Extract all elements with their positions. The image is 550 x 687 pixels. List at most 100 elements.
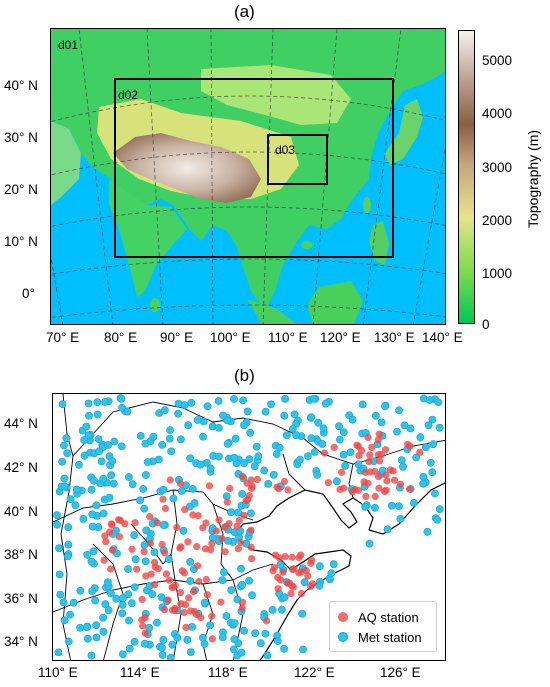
met-station-marker	[157, 593, 166, 602]
aq-station-marker	[151, 581, 159, 589]
met-station-marker	[82, 623, 91, 631]
panel-b-y-tick: 34° N	[4, 634, 38, 649]
met-station-marker	[82, 422, 91, 431]
aq-station-marker	[142, 572, 150, 580]
aq-station-marker	[416, 448, 424, 456]
met-station-marker	[280, 411, 289, 420]
met-station-marker	[180, 401, 189, 410]
panel-a-y-tick: 0°	[22, 286, 35, 301]
aq-station-marker	[146, 539, 154, 547]
aq-station-marker	[365, 458, 373, 466]
aq-station-marker	[187, 607, 195, 615]
aq-station-marker	[140, 548, 148, 556]
panel-a-x-tick: 90° E	[160, 330, 194, 345]
met-station-marker	[99, 509, 108, 518]
aq-station-marker	[374, 436, 382, 444]
aq-station-marker	[284, 486, 292, 494]
met-station-marker	[335, 422, 343, 431]
met-station-marker	[237, 648, 246, 657]
met-station-marker	[64, 523, 73, 532]
met-station-marker	[300, 578, 309, 587]
met-station-marker	[219, 411, 227, 420]
aq-station-marker	[141, 629, 149, 637]
aq-station-marker	[106, 565, 115, 573]
met-station-marker	[148, 590, 157, 599]
met-station-marker	[169, 494, 178, 503]
aq-station-marker	[275, 554, 284, 562]
borneo	[307, 281, 363, 324]
met-station-marker	[416, 433, 425, 442]
met-station-marker	[87, 557, 96, 566]
met-station-marker	[310, 448, 319, 456]
aq-station-marker	[212, 527, 221, 535]
aq-station-marker	[382, 471, 390, 479]
met-station-marker	[246, 428, 255, 437]
aq-station-marker	[202, 575, 210, 584]
aq-station-marker	[336, 485, 344, 493]
legend: AQ station Met station	[329, 601, 437, 652]
aq-station-marker	[205, 482, 214, 490]
met-station-marker	[186, 454, 195, 463]
legend-row-aq: AQ station	[338, 607, 428, 627]
met-station-marker	[214, 397, 223, 405]
met-station-marker	[90, 476, 98, 485]
met-station-marker	[107, 589, 115, 598]
panel-b-x-tick: 122° E	[294, 665, 335, 680]
aq-station-marker	[106, 528, 114, 536]
met-station-marker	[167, 447, 175, 456]
met-station-marker	[397, 456, 406, 464]
aq-station-marker	[353, 441, 361, 449]
aq-station-marker	[208, 612, 216, 620]
met-station-marker	[92, 621, 100, 630]
met-station-marker	[69, 598, 78, 607]
aq-station-marker	[161, 549, 169, 557]
met-station-marker	[395, 406, 403, 415]
met-station-marker	[118, 403, 126, 412]
met-station-marker	[107, 471, 115, 480]
domain-d02-box	[114, 78, 394, 258]
met-station-marker	[223, 416, 232, 425]
colorbar-tick: 1000	[482, 266, 513, 281]
met-station-marker	[92, 501, 101, 510]
met-station-marker	[243, 407, 252, 416]
aq-station-marker	[169, 606, 177, 614]
met-station-marker	[399, 462, 407, 471]
met-station-marker	[425, 396, 434, 404]
met-station-marker	[298, 609, 307, 618]
aq-station-marker	[240, 511, 248, 519]
met-station-marker	[280, 644, 288, 653]
aq-station-marker	[371, 467, 379, 476]
met-station-marker	[101, 600, 110, 609]
aq-station-marker	[320, 449, 329, 457]
met-station-marker	[307, 434, 316, 442]
aq-station-marker	[226, 484, 234, 493]
met-station-marker	[268, 605, 277, 614]
aq-station-marker	[128, 545, 136, 553]
aq-station-marker	[247, 543, 255, 551]
topography-map-svg	[51, 29, 445, 324]
met-station-marker	[348, 415, 357, 424]
met-station-marker	[168, 640, 177, 649]
met-station-marker	[251, 629, 260, 638]
met-station-marker	[237, 564, 245, 573]
met-station-marker	[136, 432, 145, 440]
aq-station-marker	[237, 538, 245, 546]
aq-station-marker	[287, 590, 295, 598]
legend-label-met: Met station	[358, 629, 422, 645]
met-station-marker	[223, 440, 232, 448]
met-station-marker	[76, 623, 84, 632]
met-station-marker	[72, 485, 81, 494]
met-station-marker	[264, 480, 273, 488]
met-station-marker	[159, 485, 168, 494]
aq-station-marker	[225, 520, 233, 528]
met-station-marker	[130, 531, 139, 540]
met-station-marker	[186, 557, 195, 566]
met-station-marker	[166, 653, 175, 660]
met-station-marker	[222, 612, 231, 620]
aq-station-marker	[182, 623, 190, 631]
aq-station-marker	[100, 556, 108, 564]
met-station-marker	[240, 626, 248, 635]
met-station-marker	[206, 464, 215, 473]
aq-station-marker	[364, 433, 372, 442]
met-station-marker	[141, 557, 150, 566]
